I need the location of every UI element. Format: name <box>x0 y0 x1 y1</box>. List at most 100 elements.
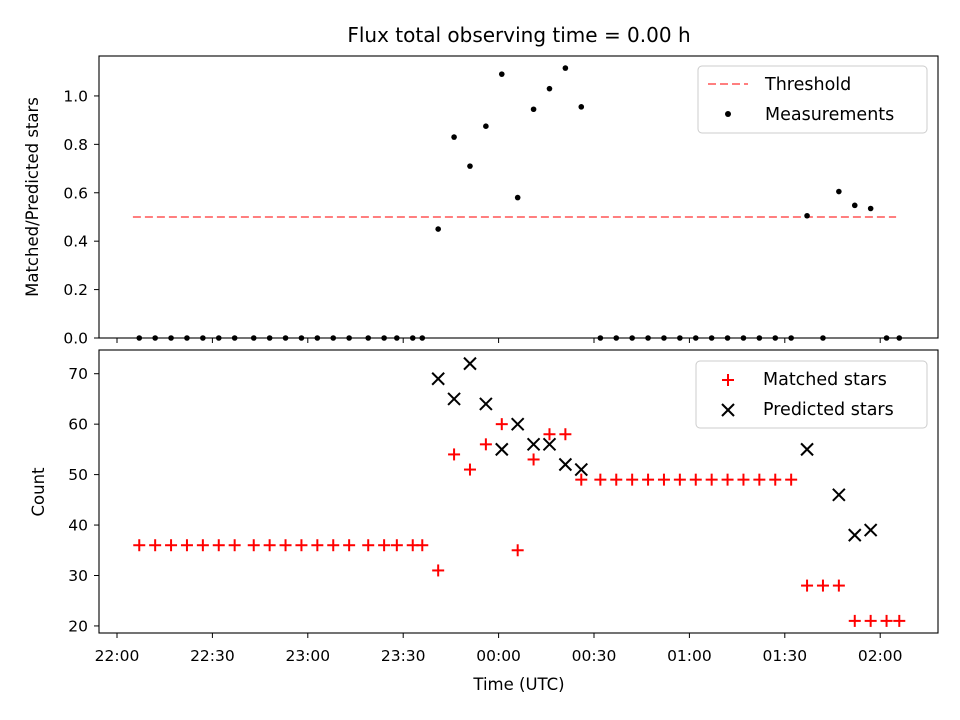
predicted-star-point <box>863 523 878 537</box>
x-tick-label: 22:00 <box>95 647 140 665</box>
measurement-point <box>435 226 441 232</box>
bottom-legend: Matched stars Predicted stars <box>695 360 928 429</box>
matched-star-point <box>594 473 607 486</box>
x-tick-label: 01:00 <box>667 647 712 665</box>
legend-matched-marker <box>722 374 734 386</box>
y-tick-label: 0.0 <box>63 330 88 348</box>
matched-star-point <box>133 539 146 552</box>
y-tick-label: 0.6 <box>63 184 88 202</box>
legend-measurements-label: Measurements <box>765 105 894 125</box>
y-tick-label: 0.2 <box>63 281 88 299</box>
measurement-point <box>514 194 521 201</box>
y-tick-label: 50 <box>68 466 88 484</box>
matched-star-point <box>689 473 702 486</box>
x-tick-label: 23:00 <box>285 647 330 665</box>
matched-star-point <box>801 579 814 592</box>
matched-star-point <box>737 473 750 486</box>
predicted-star-stroke-b <box>863 523 878 537</box>
predicted-star-point <box>431 372 445 386</box>
matched-star-point <box>432 564 445 577</box>
y-tick-label: 70 <box>68 365 88 383</box>
legend-predicted-label: Predicted stars <box>763 400 894 420</box>
y-tick-label: 20 <box>68 617 88 635</box>
matched-star-point <box>416 539 429 552</box>
predicted-star-point <box>463 356 477 371</box>
predicted-star-stroke-b <box>479 397 493 411</box>
top-y-axis-label: Matched/Predicted stars <box>23 97 42 297</box>
matched-star-point <box>279 539 292 552</box>
predicted-star-point <box>832 488 846 502</box>
x-tick-label: 02:00 <box>858 647 903 665</box>
matched-star-point <box>769 473 782 486</box>
top-marks-layer <box>132 65 903 341</box>
x-tick-label: 23:30 <box>381 647 426 665</box>
matched-star-point <box>543 428 556 441</box>
bottom-legend-box <box>695 360 928 429</box>
matched-star-point <box>343 539 356 552</box>
y-tick-label: 30 <box>68 567 88 585</box>
matched-star-point <box>527 453 540 466</box>
predicted-star-stroke-b <box>510 417 525 431</box>
matched-star-point <box>463 463 476 476</box>
measurement-point <box>836 188 842 195</box>
measurement-point <box>867 205 874 212</box>
y-tick-label: 40 <box>68 517 88 535</box>
predicted-star-point <box>574 462 588 477</box>
matched-star-point <box>626 473 639 486</box>
predicted-star-stroke-b <box>431 372 445 386</box>
legend-predicted-marker <box>721 403 735 417</box>
matched-star-point <box>880 614 893 627</box>
matched-star-point <box>327 539 340 552</box>
measurement-point <box>451 134 457 140</box>
measurement-point <box>804 212 810 219</box>
matched-star-point <box>295 539 308 552</box>
matched-star-point <box>247 539 260 552</box>
measurement-point <box>851 202 858 209</box>
matched-star-point <box>642 473 655 486</box>
matched-star-point <box>753 473 766 486</box>
measurement-point <box>578 104 585 110</box>
matched-star-point <box>196 539 209 552</box>
predicted-star-point <box>510 417 525 431</box>
predicted-star-stroke-b <box>542 437 557 452</box>
matched-star-point <box>575 473 588 486</box>
predicted-star-stroke-b <box>800 442 814 457</box>
matched-star-point <box>228 539 241 552</box>
matched-star-point <box>378 539 391 552</box>
matched-star-point <box>311 539 324 552</box>
matched-star-point <box>785 473 798 486</box>
matched-star-point <box>816 579 829 592</box>
matched-star-point <box>263 539 276 552</box>
matched-star-point <box>864 614 877 627</box>
matched-star-point <box>479 438 492 451</box>
legend-threshold-label: Threshold <box>764 75 851 95</box>
predicted-star-point <box>495 442 509 457</box>
top-y-ticks: 0.0 0.2 0.4 0.6 0.8 1.0 <box>63 87 99 348</box>
matched-star-point <box>893 614 906 627</box>
bottom-y-ticks: 20 30 40 50 60 70 <box>68 365 99 635</box>
legend-measurements-marker <box>725 111 731 117</box>
predicted-star-point <box>848 528 862 542</box>
top-legend: Threshold Measurements <box>697 65 928 134</box>
matched-star-point <box>495 418 508 431</box>
matched-star-point <box>180 539 193 552</box>
predicted-star-stroke-b <box>495 442 509 457</box>
matched-star-point <box>559 428 572 441</box>
predicted-star-stroke-b <box>558 457 573 472</box>
matched-star-point <box>610 473 623 486</box>
matched-star-point <box>848 614 861 627</box>
y-tick-label: 0.8 <box>63 136 88 154</box>
matched-star-point <box>705 473 718 486</box>
legend-matched-label: Matched stars <box>763 370 887 390</box>
matched-star-point <box>212 539 225 552</box>
predicted-star-point <box>447 392 461 406</box>
measurement-point <box>483 123 489 129</box>
predicted-star-point <box>558 457 573 472</box>
predicted-star-stroke-b <box>848 528 862 542</box>
x-axis-label: Time (UTC) <box>472 675 564 694</box>
bottom-axes-frame <box>98 349 939 634</box>
matched-star-point <box>832 579 845 592</box>
measurement-point <box>467 163 473 169</box>
matched-star-point <box>149 539 162 552</box>
